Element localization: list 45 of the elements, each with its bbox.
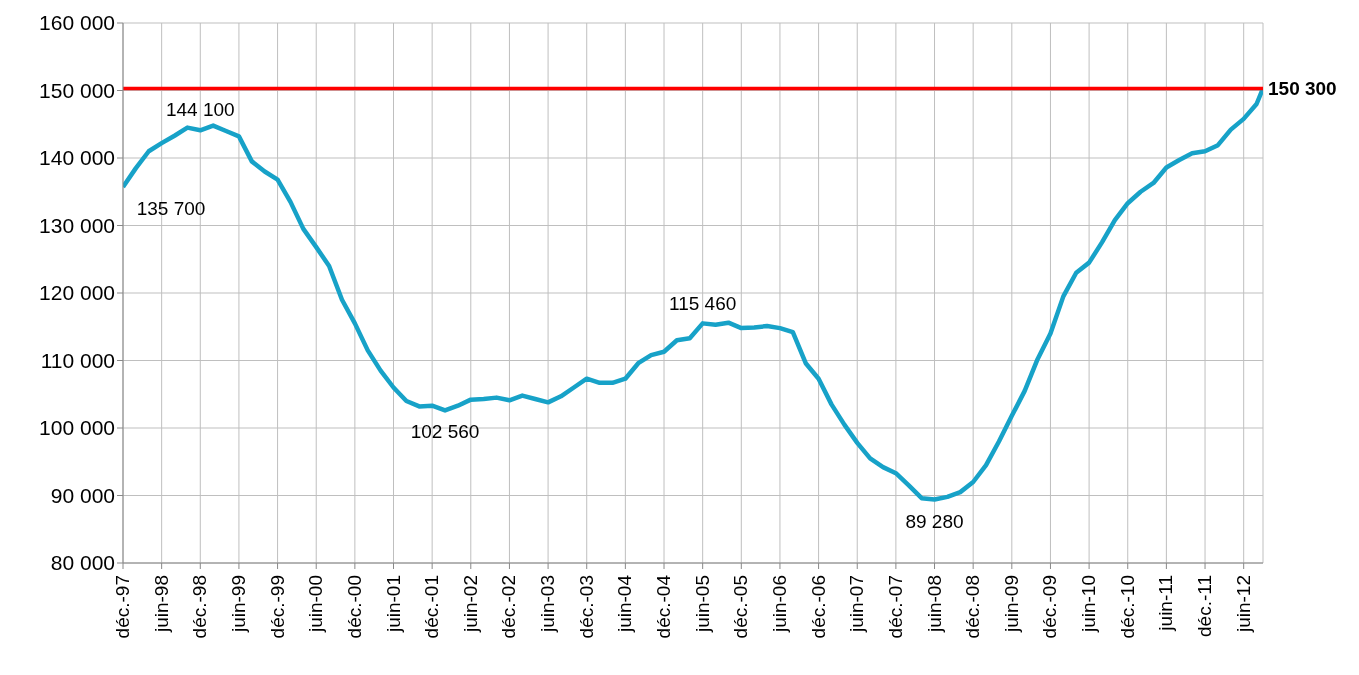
x-tick-label: déc.-08 [962,575,984,639]
x-tick-label: déc.-07 [884,575,906,639]
y-tick-label: 110 000 [40,348,115,372]
x-tick-label: juin-06 [768,575,790,634]
x-tick-label: déc.-06 [807,575,829,639]
x-tick-label: juin-04 [614,574,636,634]
ref-line-label: 150 300 [1268,78,1337,100]
y-tick-label: 80 000 [50,551,115,575]
x-tick-label: déc.-98 [189,575,211,639]
y-tick-label: 120 000 [39,281,115,305]
annotation: 89 280 [905,510,964,532]
x-tick-label: déc.-01 [421,575,443,639]
x-tick-label: déc.-11 [1194,575,1216,637]
x-tick-label: juin-98 [150,575,172,634]
annotation: 115 460 [669,292,737,314]
y-tick-label: 150 000 [39,78,115,102]
y-tick-label: 140 000 [39,146,115,170]
y-tick-label: 90 000 [50,483,115,507]
x-tick-label: juin-03 [537,575,559,634]
x-tick-label: déc.-03 [575,575,597,639]
annotation: 135 700 [136,197,206,219]
y-tick-label: 130 000 [39,213,115,237]
x-tick-label: déc.-04 [653,574,675,639]
x-tick-label: juin-09 [1000,575,1022,634]
x-tick-label: juin-05 [691,575,713,634]
x-tick-label: juin-10 [1078,575,1100,634]
x-tick-label: juin-08 [923,575,945,634]
y-tick-label: 160 000 [39,11,115,35]
x-tick-label: déc.-02 [498,575,520,639]
x-tick-label: juin-99 [227,575,249,634]
x-tick-label: déc.-10 [1116,575,1138,639]
y-tick-label: 100 000 [39,416,115,440]
x-tick-label: juin-12 [1232,575,1254,634]
annotation: 144 100 [165,99,235,121]
annotation: 102 560 [410,421,480,443]
x-tick-label: déc.-99 [266,575,288,639]
x-tick-label: juin-02 [459,575,481,634]
x-tick-label: juin-07 [846,575,868,634]
x-tick-label: déc.-97 [112,575,133,639]
x-tick-label: juin-11 [1155,575,1177,632]
x-tick-label: déc.-09 [1039,575,1061,639]
x-tick-label: juin-01 [382,575,404,634]
x-tick-label: déc.-00 [343,575,365,639]
x-tick-label: juin-00 [305,575,327,634]
x-tick-label: déc.-05 [730,575,752,639]
